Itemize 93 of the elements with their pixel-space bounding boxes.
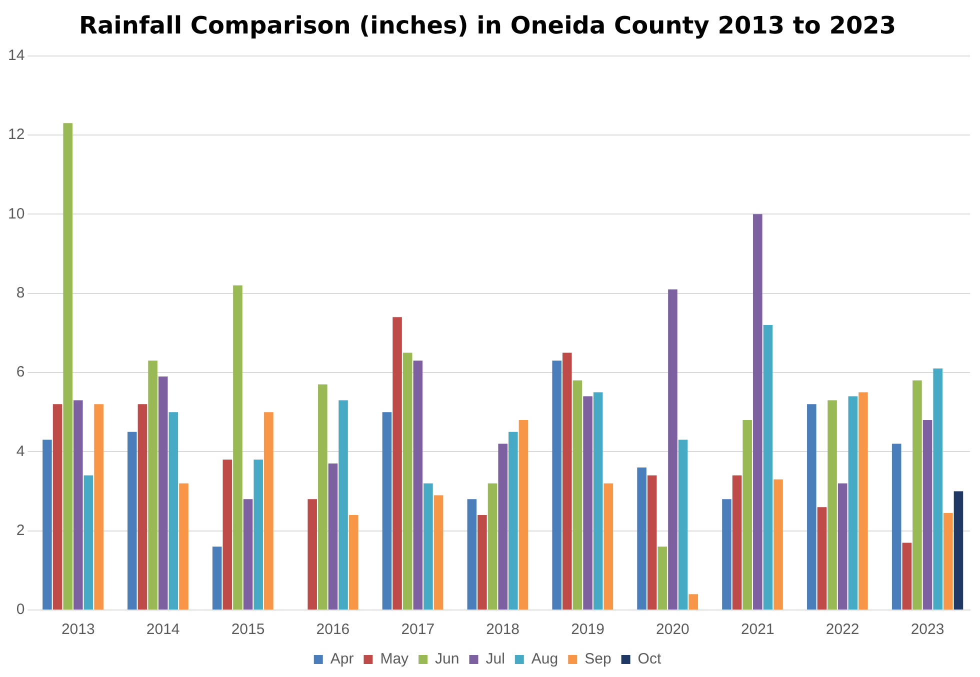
bar [413, 360, 423, 610]
bar [434, 495, 444, 610]
bar [912, 380, 922, 610]
bar [243, 499, 253, 610]
bar [742, 420, 752, 610]
bar [518, 420, 528, 610]
x-tick-label: 2013 [61, 621, 95, 638]
bar [308, 499, 317, 610]
bar [838, 483, 848, 610]
bar [74, 400, 83, 610]
bar [763, 324, 773, 610]
bar [922, 420, 932, 610]
bar [892, 444, 902, 610]
bar [52, 404, 62, 610]
bar [264, 412, 274, 610]
legend-label: Jul [486, 650, 505, 668]
y-tick-label: 6 [16, 364, 25, 381]
bar [318, 384, 328, 610]
bar [647, 475, 657, 610]
bar [233, 285, 242, 610]
bar [488, 483, 498, 610]
y-tick-label: 0 [16, 601, 25, 618]
bar [753, 214, 762, 610]
y-tick-label: 10 [8, 205, 25, 222]
bar [858, 392, 868, 610]
y-tick-label: 12 [8, 126, 25, 144]
bar [774, 479, 783, 610]
bar [658, 546, 668, 610]
bar [817, 507, 827, 610]
bar [668, 289, 678, 610]
bar [212, 546, 222, 610]
bar [478, 514, 487, 610]
bar [158, 376, 168, 610]
y-tick-label: 4 [16, 442, 25, 460]
bar [392, 317, 402, 610]
x-tick-label: 2015 [231, 621, 265, 638]
bar [179, 483, 188, 610]
bar [348, 514, 358, 610]
bar [562, 352, 572, 610]
bar [807, 404, 816, 610]
bar [42, 440, 52, 610]
bar [828, 400, 837, 610]
bar [688, 594, 698, 610]
bar [572, 380, 582, 610]
bar [84, 475, 94, 610]
bar [498, 444, 508, 610]
x-tick-label: 2022 [826, 621, 860, 638]
bar [593, 392, 603, 610]
y-tick-label: 2 [16, 522, 25, 539]
legend-label: Sep [584, 650, 612, 668]
bar [254, 460, 263, 610]
bar [328, 464, 338, 610]
bar [848, 396, 858, 610]
bar [933, 368, 942, 610]
bar [902, 542, 912, 610]
bar [678, 440, 688, 610]
x-tick-label: 2019 [571, 621, 604, 638]
bar [732, 475, 742, 610]
y-tick-label: 14 [8, 46, 25, 64]
bar [222, 460, 232, 610]
legend-label: Aug [531, 650, 558, 668]
bar [954, 491, 964, 610]
x-tick-label: 2021 [740, 621, 774, 638]
bar [722, 499, 732, 610]
x-tick-label: 2023 [910, 621, 944, 638]
x-tick-label: 2014 [146, 621, 180, 638]
bar [604, 483, 614, 610]
x-tick-label: 2020 [656, 621, 690, 638]
bar [467, 499, 477, 610]
bar [148, 360, 158, 610]
bar [583, 396, 592, 610]
x-tick-label: 2018 [486, 621, 520, 638]
bar [338, 400, 348, 610]
bar [402, 352, 412, 610]
legend-label: May [380, 650, 410, 668]
bar [552, 360, 562, 610]
bar [424, 483, 433, 610]
x-tick-label: 2017 [401, 621, 435, 638]
legend-label: Jun [435, 650, 460, 668]
x-tick-label: 2016 [316, 621, 350, 638]
bar [637, 467, 646, 610]
bar [128, 432, 137, 610]
chart-title: Rainfall Comparison (inches) in Oneida County 2013 to 2023 [78, 12, 896, 40]
bar [138, 404, 148, 610]
bar [382, 412, 392, 610]
y-tick-label: 8 [16, 284, 25, 302]
bar [508, 432, 518, 610]
legend-label: Apr [330, 650, 354, 668]
bar [63, 123, 72, 610]
bar [168, 412, 178, 610]
legend-label: Oct [638, 650, 662, 668]
bar [94, 404, 104, 610]
bar [944, 513, 953, 610]
